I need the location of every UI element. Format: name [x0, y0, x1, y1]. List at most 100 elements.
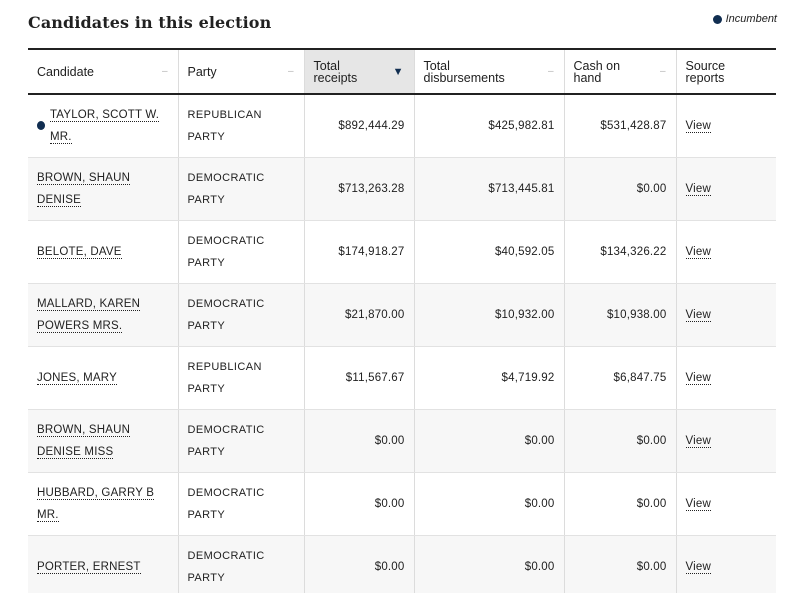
table-row: JONES, MARY REPUBLICAN PARTY $11,567.67 … [28, 346, 776, 410]
cell-party: REPUBLICAN PARTY [178, 94, 305, 158]
candidate-link[interactable]: PORTER, ERNEST [37, 560, 141, 574]
cell-total-receipts: $0.00 [304, 409, 415, 473]
cell-source-reports: View [676, 535, 776, 593]
candidate-wrap: JONES, MARY [37, 367, 169, 389]
cell-total-disbursements: $0.00 [414, 535, 565, 593]
candidate-link[interactable]: HUBBARD, GARRY B MR. [37, 486, 155, 522]
cell-total-disbursements: $10,932.00 [414, 283, 565, 347]
cell-candidate: MALLARD, KAREN POWERS MRS. [28, 283, 179, 347]
view-report-link[interactable]: View [685, 119, 712, 133]
party-label: DEMOCRATIC PARTY [187, 423, 265, 458]
party-label: REPUBLICAN PARTY [187, 360, 262, 395]
cell-party: DEMOCRATIC PARTY [178, 409, 305, 473]
cell-cash-on-hand: $10,938.00 [564, 283, 677, 347]
cell-candidate: BROWN, SHAUN DENISE MISS [28, 409, 179, 473]
view-report-link[interactable]: View [685, 560, 712, 574]
view-report-link[interactable]: View [685, 497, 712, 511]
party-label: DEMOCRATIC PARTY [187, 171, 265, 206]
column-header-cash-on-hand[interactable]: Cash on hand – [564, 48, 677, 95]
cell-cash-on-hand: $134,326.22 [564, 220, 677, 284]
cell-total-receipts: $0.00 [304, 535, 415, 593]
cell-cash-on-hand: $6,847.75 [564, 346, 677, 410]
candidate-wrap: MALLARD, KAREN POWERS MRS. [37, 293, 169, 337]
sort-neutral-icon: – [161, 65, 168, 77]
table-row: BELOTE, DAVE DEMOCRATIC PARTY $174,918.2… [28, 220, 776, 284]
cell-party: DEMOCRATIC PARTY [178, 220, 305, 284]
sort-neutral-icon: – [287, 65, 294, 77]
view-report-link[interactable]: View [685, 245, 712, 259]
cell-cash-on-hand: $0.00 [564, 409, 677, 473]
table-row: TAYLOR, SCOTT W. MR. REPUBLICAN PARTY $8… [28, 94, 776, 158]
cell-candidate: TAYLOR, SCOTT W. MR. [28, 94, 179, 158]
party-label: DEMOCRATIC PARTY [187, 297, 265, 332]
column-label: Source reports [685, 58, 726, 85]
cell-source-reports: View [676, 472, 776, 536]
cell-source-reports: View [676, 283, 776, 347]
table-row: MALLARD, KAREN POWERS MRS. DEMOCRATIC PA… [28, 283, 776, 347]
cell-cash-on-hand: $0.00 [564, 472, 677, 536]
column-header-candidate[interactable]: Candidate – [28, 48, 179, 95]
cell-candidate: HUBBARD, GARRY B MR. [28, 472, 179, 536]
cell-total-receipts: $174,918.27 [304, 220, 415, 284]
cell-total-receipts: $0.00 [304, 472, 415, 536]
column-header-total-receipts[interactable]: Total receipts ▼ [304, 48, 415, 95]
candidates-table: Candidate – Party – Total receipts ▼ Tot… [28, 48, 776, 593]
party-label: DEMOCRATIC PARTY [187, 486, 265, 521]
candidate-link[interactable]: JONES, MARY [37, 371, 117, 385]
cell-party: DEMOCRATIC PARTY [178, 157, 305, 221]
column-header-total-disbursements[interactable]: Total disbursements – [414, 48, 565, 95]
cell-total-disbursements: $40,592.05 [414, 220, 565, 284]
cell-total-disbursements: $0.00 [414, 472, 565, 536]
cell-total-receipts: $11,567.67 [304, 346, 415, 410]
table-row: PORTER, ERNEST DEMOCRATIC PARTY $0.00 $0… [28, 535, 776, 593]
incumbent-dot-icon [712, 14, 722, 24]
party-label: REPUBLICAN PARTY [187, 108, 262, 143]
section-title: Candidates in this election [28, 13, 272, 32]
cell-cash-on-hand: $0.00 [564, 157, 677, 221]
column-header-party[interactable]: Party – [178, 48, 305, 95]
candidate-link[interactable]: MALLARD, KAREN POWERS MRS. [37, 297, 141, 333]
cell-total-receipts: $21,870.00 [304, 283, 415, 347]
view-report-link[interactable]: View [685, 434, 712, 448]
cell-candidate: JONES, MARY [28, 346, 179, 410]
candidate-wrap: PORTER, ERNEST [37, 556, 169, 578]
column-label: Total receipts [313, 58, 358, 85]
sort-descending-icon: ▼ [392, 65, 404, 78]
cell-source-reports: View [676, 220, 776, 284]
cell-total-disbursements: $713,445.81 [414, 157, 565, 221]
cell-total-disbursements: $0.00 [414, 409, 565, 473]
candidate-link[interactable]: BROWN, SHAUN DENISE MISS [37, 423, 131, 459]
cell-candidate: PORTER, ERNEST [28, 535, 179, 593]
table-row: BROWN, SHAUN DENISE MISS DEMOCRATIC PART… [28, 409, 776, 473]
sort-neutral-icon: – [547, 65, 554, 77]
cell-candidate: BELOTE, DAVE [28, 220, 179, 284]
view-report-link[interactable]: View [685, 371, 712, 385]
incumbent-dot-icon [37, 121, 45, 131]
view-report-link[interactable]: View [685, 182, 712, 196]
table-row: BROWN, SHAUN DENISE DEMOCRATIC PARTY $71… [28, 157, 776, 221]
cell-party: DEMOCRATIC PARTY [178, 535, 305, 593]
cell-total-disbursements: $425,982.81 [414, 94, 565, 158]
candidate-link[interactable]: BELOTE, DAVE [37, 245, 122, 259]
cell-total-receipts: $713,263.28 [304, 157, 415, 221]
cell-party: DEMOCRATIC PARTY [178, 283, 305, 347]
column-label: Party [187, 64, 217, 79]
cell-party: DEMOCRATIC PARTY [178, 472, 305, 536]
party-label: DEMOCRATIC PARTY [187, 549, 265, 584]
candidate-wrap: BELOTE, DAVE [37, 241, 169, 263]
incumbent-legend: Incumbent [712, 13, 777, 25]
candidate-link[interactable]: BROWN, SHAUN DENISE [37, 171, 131, 207]
cell-total-disbursements: $4,719.92 [414, 346, 565, 410]
table-header-row: Candidate – Party – Total receipts ▼ Tot… [28, 48, 776, 95]
view-report-link[interactable]: View [685, 308, 712, 322]
candidate-wrap: BROWN, SHAUN DENISE [37, 167, 169, 211]
cell-total-receipts: $892,444.29 [304, 94, 415, 158]
cell-candidate: BROWN, SHAUN DENISE [28, 157, 179, 221]
incumbent-legend-label: Incumbent [725, 13, 777, 25]
column-label: Candidate [37, 64, 94, 79]
candidate-link[interactable]: TAYLOR, SCOTT W. MR. [49, 108, 160, 144]
cell-source-reports: View [676, 94, 776, 158]
cell-source-reports: View [676, 409, 776, 473]
column-label: Cash on hand [573, 58, 621, 85]
